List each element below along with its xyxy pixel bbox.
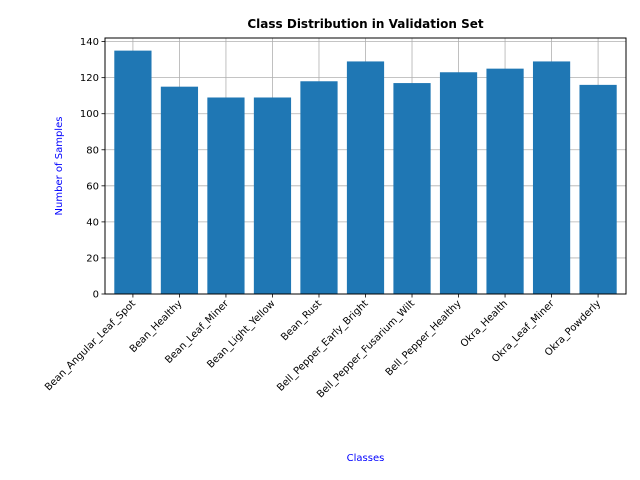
y-tick-label: 140	[80, 37, 99, 48]
bar-okra-leaf-miner	[532, 61, 571, 295]
bar-okra-powderly	[579, 84, 617, 295]
y-tick-label: 80	[86, 145, 99, 156]
bar-bell-pepper-early-bright	[346, 61, 385, 295]
x-tick-label: Bell_Pepper_Healthy	[384, 298, 464, 378]
x-tick-label: Okra_Health	[459, 298, 510, 349]
bar-bell-pepper-fusarium-wilt	[393, 83, 431, 294]
bar-bean-angular-leaf-spot	[114, 50, 152, 294]
bar-bean-rust	[300, 81, 338, 294]
x-tick-label: Bell_Pepper_Fusarium_Wilt	[315, 298, 417, 400]
bar-bean-light-yellow	[253, 97, 292, 295]
bars	[114, 50, 617, 295]
y-tick-label: 100	[80, 109, 99, 120]
y-tick-label: 40	[86, 217, 99, 228]
bar-okra-health	[486, 68, 524, 294]
x-tick-label: Bean_Angular_Leaf_Spot	[43, 298, 138, 393]
bar-bean-leaf-miner	[207, 97, 245, 295]
chart-title: Class Distribution in Validation Set	[247, 17, 483, 31]
x-axis-label: Classes	[347, 453, 385, 464]
bar-bean-healthy	[160, 86, 199, 294]
y-tick-label: 20	[86, 253, 99, 264]
bar-bell-pepper-healthy	[439, 72, 478, 294]
x-tick-label: Bean_Rust	[279, 298, 324, 343]
y-axis-label: Number of Samples	[54, 117, 65, 216]
y-tick-label: 60	[86, 181, 99, 192]
y-tick-label: 120	[80, 73, 99, 84]
x-tick-label: Bell_Pepper_Early_Bright	[275, 298, 370, 393]
y-tick-label: 0	[93, 290, 99, 301]
